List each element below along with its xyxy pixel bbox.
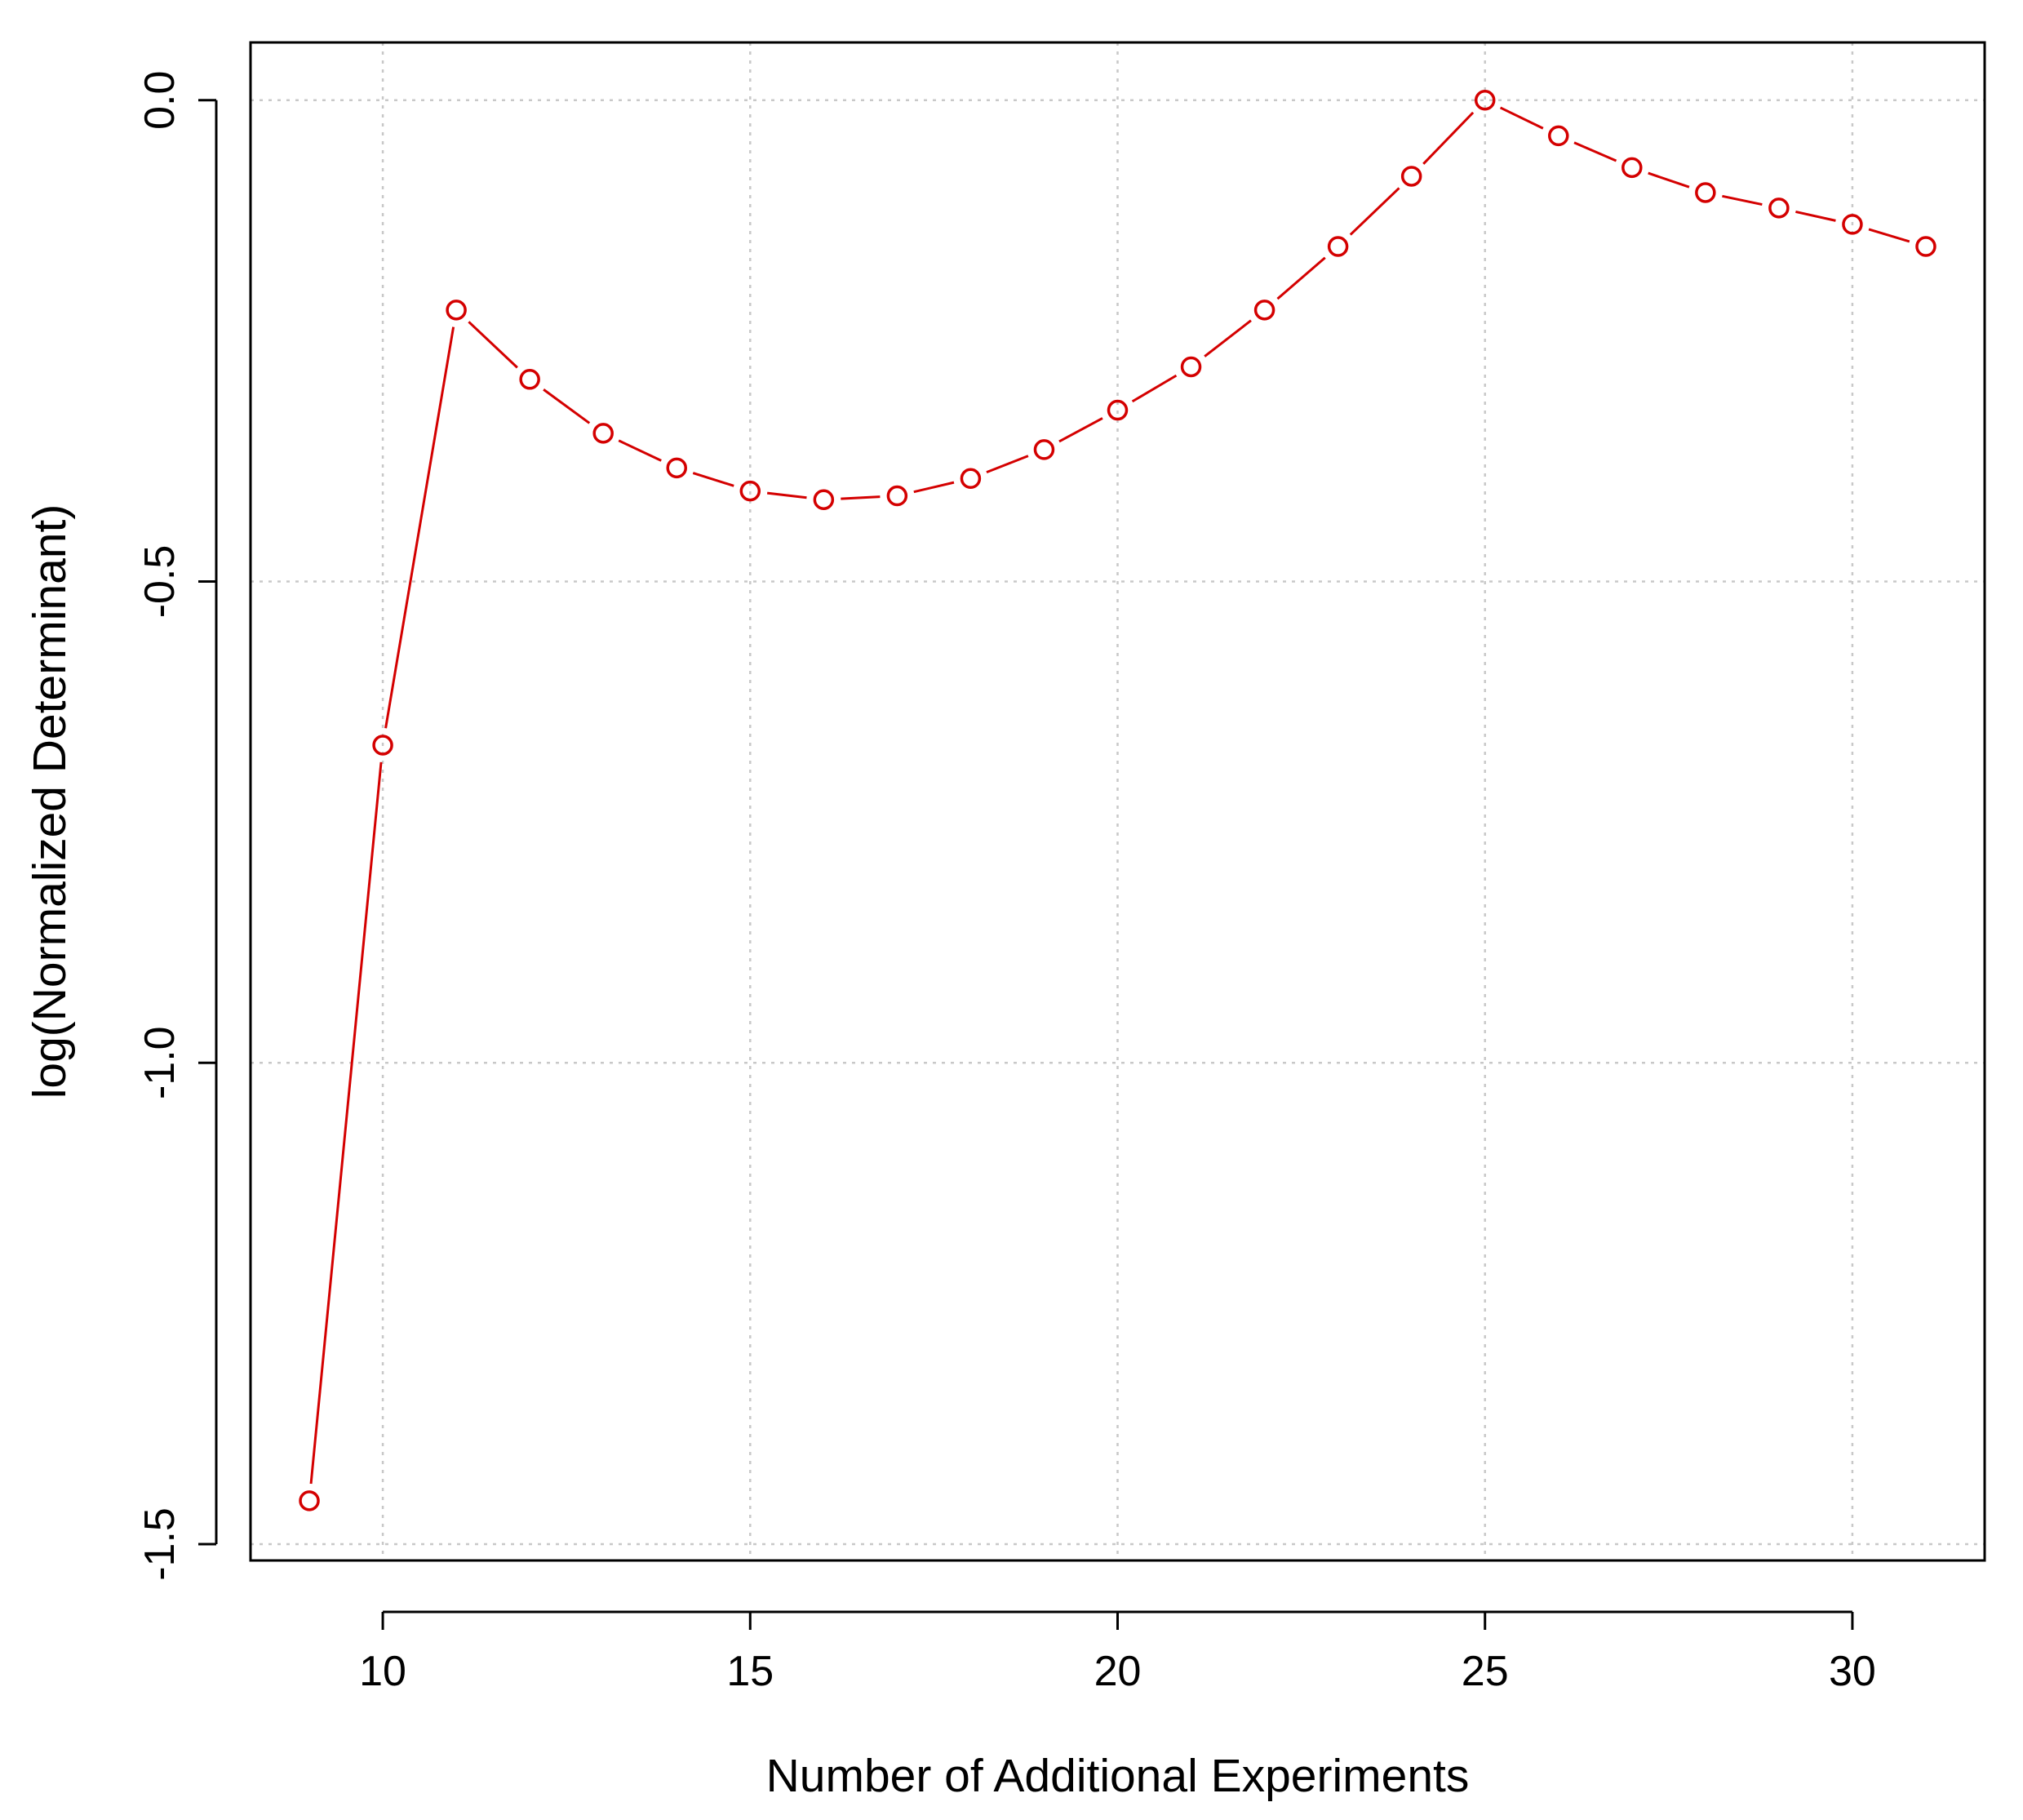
data-point-x23 — [1327, 236, 1349, 257]
y-axis-title: log(Normalized Determinant) — [24, 504, 76, 1099]
series-0-segment-10 — [1058, 417, 1103, 443]
axes: 10 15 20 25 30 -1.5 -1.0 -0.5 0.0 — [136, 71, 1876, 1695]
y-tick-label--1.0: -1.0 — [136, 1026, 184, 1099]
series-0-segment-19 — [1722, 194, 1763, 206]
series-0-segment-9 — [986, 455, 1029, 474]
data-point-x18 — [960, 468, 982, 490]
data-point-x28 — [1695, 182, 1716, 203]
series-0-segment-17 — [1573, 141, 1617, 162]
data-point-x14 — [666, 457, 687, 479]
grid-lines — [251, 42, 1985, 1560]
data-point-x11 — [446, 300, 467, 321]
series-0-segment-13 — [1276, 256, 1326, 300]
data-point-x24 — [1400, 166, 1422, 187]
data-point-x13 — [592, 423, 614, 444]
data-point-x9 — [299, 1490, 320, 1511]
x-tick-label-25: 25 — [1462, 1648, 1509, 1695]
series-0-segment-3 — [543, 388, 591, 424]
y-tick-label-0.0: 0.0 — [136, 71, 184, 130]
data-series — [299, 90, 1936, 1511]
data-point-x31 — [1915, 236, 1936, 257]
data-point-x25 — [1474, 90, 1496, 111]
series-0-segment-8 — [913, 481, 955, 494]
series-0-segment-6 — [766, 491, 807, 499]
data-point-x16 — [813, 489, 835, 510]
series-0-segment-1 — [384, 326, 455, 729]
series-0-segment-7 — [841, 495, 881, 500]
data-point-x10 — [372, 735, 393, 756]
data-point-x22 — [1253, 300, 1275, 321]
data-point-x26 — [1548, 125, 1569, 147]
x-tick-label-15: 15 — [726, 1648, 774, 1695]
series-0-segment-4 — [618, 439, 662, 462]
series-0-segment-21 — [1868, 228, 1910, 243]
series-0-segment-20 — [1795, 210, 1836, 222]
data-point-x21 — [1180, 356, 1202, 378]
series-0-segment-12 — [1204, 319, 1252, 357]
series-0-segment-14 — [1349, 187, 1400, 236]
data-point-x27 — [1622, 157, 1643, 179]
plot-frame — [249, 41, 1986, 1562]
x-tick-label-30: 30 — [1829, 1648, 1876, 1695]
series-0-segment-5 — [692, 472, 734, 487]
data-point-x30 — [1842, 214, 1863, 235]
x-tick-label-10: 10 — [359, 1648, 406, 1695]
y-tick-label--0.5: -0.5 — [136, 545, 184, 619]
data-point-x15 — [739, 480, 761, 502]
data-point-x19 — [1033, 439, 1055, 460]
y-tick-label--1.5: -1.5 — [136, 1507, 184, 1581]
x-axis-title: Number of Additional Experiments — [766, 1750, 1470, 1802]
data-point-x29 — [1768, 198, 1790, 219]
x-tick-label-20: 20 — [1094, 1648, 1142, 1695]
data-point-x17 — [886, 485, 908, 507]
data-point-x20 — [1107, 399, 1129, 421]
series-0-segment-15 — [1422, 111, 1475, 165]
series-0-segment-16 — [1499, 106, 1544, 130]
series-0-segment-11 — [1131, 374, 1178, 403]
series-0-segment-18 — [1648, 171, 1690, 189]
series-0-segment-2 — [468, 321, 518, 369]
data-point-x12 — [519, 369, 540, 390]
series-0-segment-0 — [309, 761, 383, 1485]
